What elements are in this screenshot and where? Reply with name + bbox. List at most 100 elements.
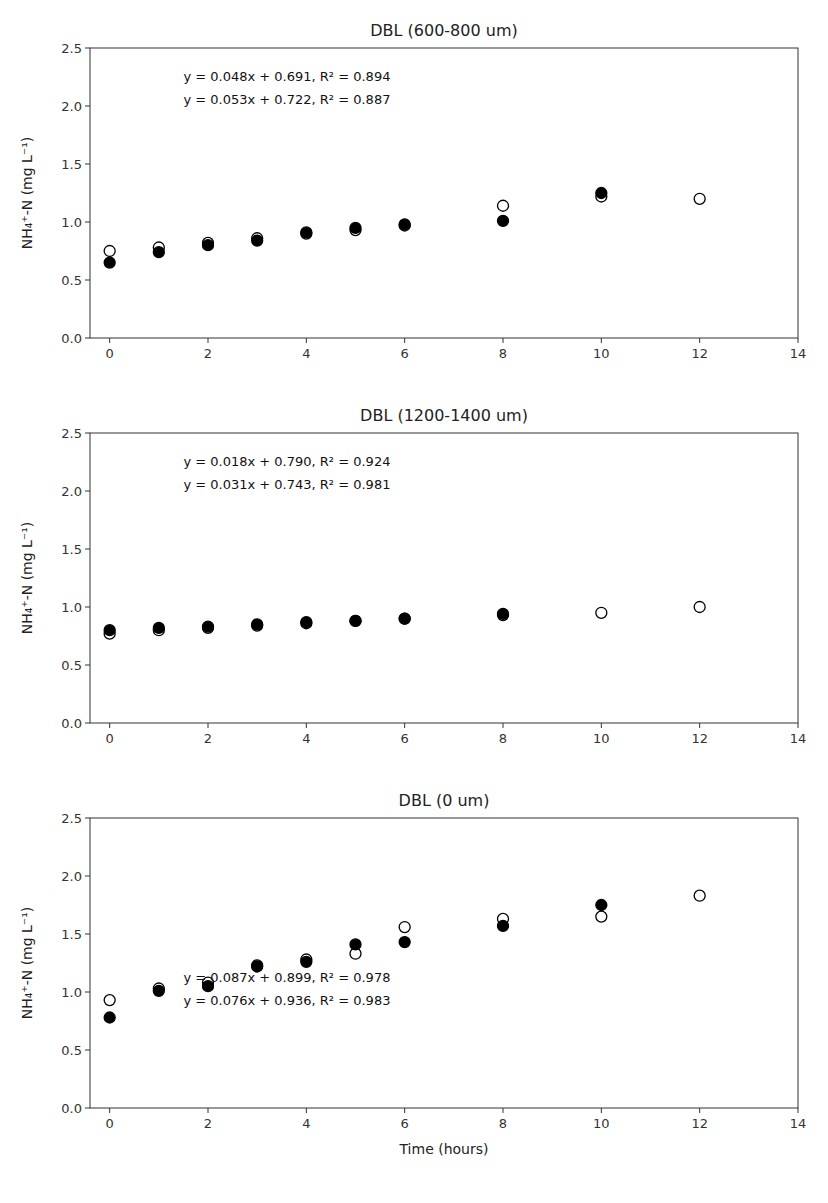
series (104, 608, 508, 635)
equation-annotation: y = 0.087x + 0.899, R² = 0.978 (183, 970, 390, 985)
point (399, 219, 410, 230)
x-tick (601, 338, 602, 343)
point (694, 890, 705, 901)
point (596, 188, 607, 199)
panel: DBL (600-800 um)0.00.51.01.52.02.5024681… (19, 21, 806, 361)
x-tick (699, 1108, 700, 1113)
point (203, 621, 214, 632)
point (399, 922, 410, 933)
y-tick (85, 818, 90, 819)
x-tick (306, 338, 307, 343)
plot-frame (90, 48, 798, 338)
x-tick-label: 6 (401, 731, 409, 746)
y-tick-label: 2.0 (61, 484, 82, 499)
point (596, 900, 607, 911)
point (153, 985, 164, 996)
x-tick-label: 4 (302, 731, 310, 746)
x-tick (109, 723, 110, 728)
x-tick (601, 1108, 602, 1113)
point (596, 911, 607, 922)
x-tick-label: 10 (593, 731, 610, 746)
y-tick-label: 0.5 (61, 1043, 82, 1058)
point (350, 939, 361, 950)
point (350, 615, 361, 626)
y-tick (85, 1108, 90, 1109)
figure: DBL (600-800 um)0.00.51.01.52.02.5024681… (0, 0, 828, 1203)
point (498, 608, 509, 619)
y-tick (85, 876, 90, 877)
x-tick-label: 0 (106, 1116, 114, 1131)
point (694, 602, 705, 613)
y-tick (85, 106, 90, 107)
x-tick (503, 1108, 504, 1113)
y-tick (85, 934, 90, 935)
x-tick-label: 6 (401, 346, 409, 361)
x-tick (306, 723, 307, 728)
point (399, 613, 410, 624)
y-tick (85, 491, 90, 492)
point (301, 617, 312, 628)
equation-annotation: y = 0.053x + 0.722, R² = 0.887 (183, 92, 390, 107)
equation-annotation: y = 0.018x + 0.790, R² = 0.924 (183, 454, 390, 469)
plot-frame (90, 818, 798, 1108)
x-tick (601, 723, 602, 728)
x-tick-label: 2 (204, 346, 212, 361)
series (104, 191, 705, 257)
x-tick (404, 1108, 405, 1113)
x-tick-label: 8 (499, 1116, 507, 1131)
point (399, 613, 410, 624)
point (399, 937, 410, 948)
y-tick (85, 992, 90, 993)
x-tick (503, 338, 504, 343)
point (498, 200, 509, 211)
x-tick-label: 0 (106, 731, 114, 746)
x-tick-label: 4 (302, 1116, 310, 1131)
x-tick (208, 1108, 209, 1113)
x-tick-label: 8 (499, 731, 507, 746)
x-tick-label: 0 (106, 346, 114, 361)
y-tick (85, 280, 90, 281)
point (252, 235, 263, 246)
y-axis-label: NH₄⁺-N (mg L⁻¹) (19, 522, 35, 635)
y-tick (85, 164, 90, 165)
y-tick (85, 338, 90, 339)
marks (104, 188, 705, 269)
x-tick-label: 10 (593, 346, 610, 361)
y-tick-label: 2.0 (61, 869, 82, 884)
y-tick (85, 665, 90, 666)
y-tick-label: 0.0 (61, 1101, 82, 1116)
point (104, 257, 115, 268)
x-tick-label: 14 (790, 731, 807, 746)
y-tick-label: 0.0 (61, 716, 82, 731)
y-tick-label: 1.0 (61, 215, 82, 230)
x-tick (798, 338, 799, 343)
y-tick-label: 2.5 (61, 426, 82, 441)
x-tick-label: 12 (691, 1116, 708, 1131)
point (104, 1012, 115, 1023)
series (104, 188, 607, 269)
y-tick-label: 1.0 (61, 600, 82, 615)
y-tick-label: 1.5 (61, 927, 82, 942)
panel-title: DBL (1200-1400 um) (360, 406, 528, 425)
y-tick (85, 723, 90, 724)
x-tick (306, 1108, 307, 1113)
point (596, 607, 607, 618)
point (153, 622, 164, 633)
y-tick-label: 2.5 (61, 41, 82, 56)
point (498, 920, 509, 931)
equation-annotation: y = 0.048x + 0.691, R² = 0.894 (183, 69, 390, 84)
panel: DBL (1200-1400 um)0.00.51.01.52.02.50246… (19, 406, 806, 746)
y-tick (85, 433, 90, 434)
series (104, 890, 705, 1005)
series (104, 602, 705, 640)
y-tick (85, 1050, 90, 1051)
y-axis-label: NH₄⁺-N (mg L⁻¹) (19, 137, 35, 250)
x-tick (404, 723, 405, 728)
point (301, 956, 312, 967)
y-tick (85, 549, 90, 550)
y-tick-label: 0.5 (61, 273, 82, 288)
point (350, 222, 361, 233)
y-tick-label: 1.0 (61, 985, 82, 1000)
x-tick (699, 338, 700, 343)
x-tick-label: 14 (790, 346, 807, 361)
